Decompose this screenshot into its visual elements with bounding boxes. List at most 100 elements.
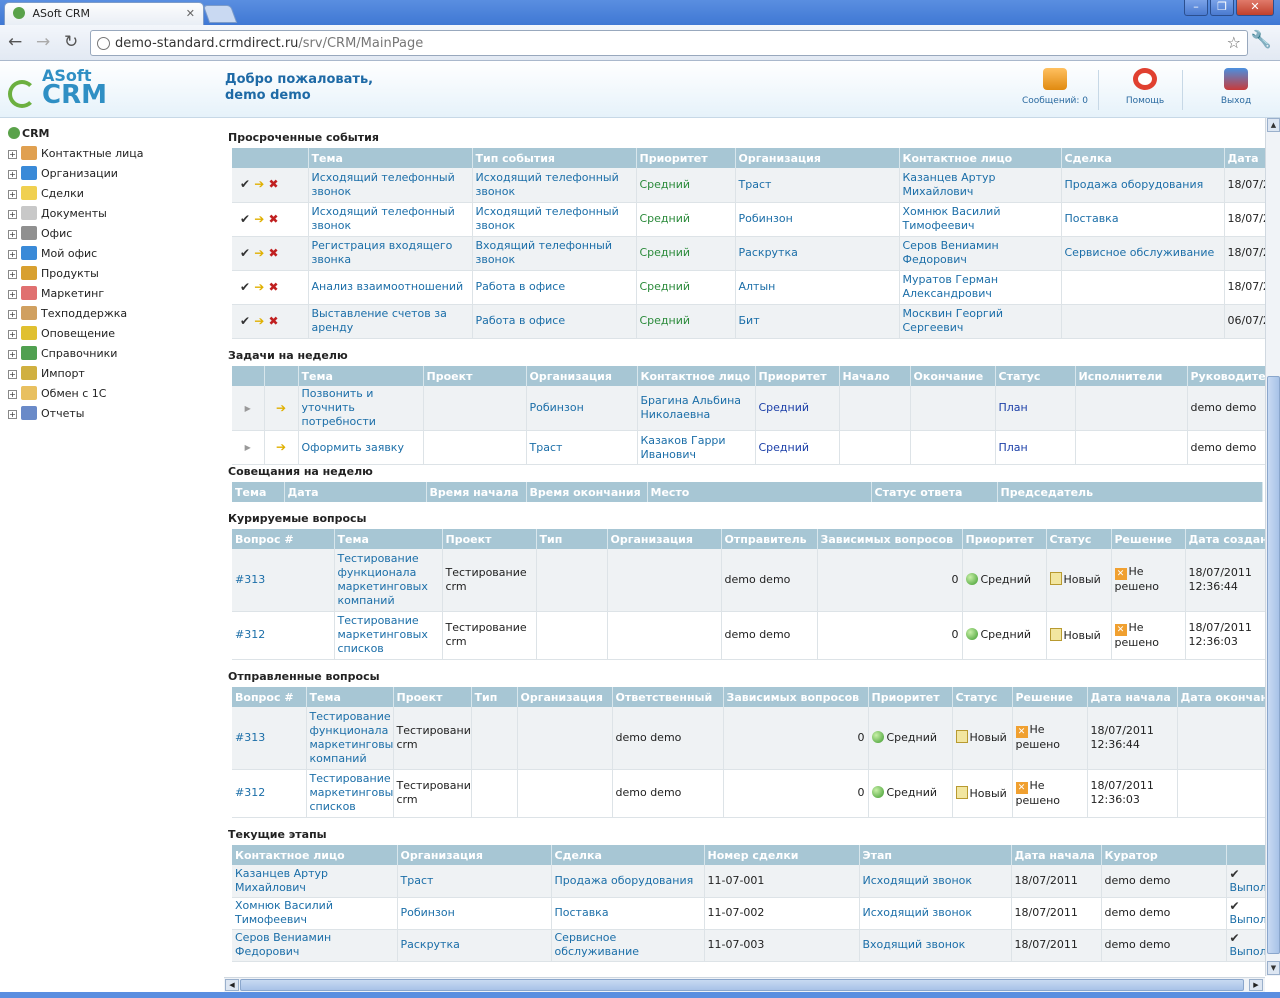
cell[interactable]: Выставление счетов за аренду — [308, 304, 473, 339]
column-header[interactable]: Тема — [334, 529, 443, 549]
column-header[interactable]: Тип события — [472, 148, 637, 168]
cell[interactable]: Средний — [755, 386, 840, 431]
column-header[interactable]: Окончание — [910, 366, 996, 386]
column-header[interactable]: Организация — [735, 148, 900, 168]
column-header[interactable]: Место — [647, 482, 872, 502]
sidebar-item-my-office[interactable]: + Мой офис — [8, 246, 97, 266]
column-header[interactable]: Зависимых вопросов — [817, 529, 963, 549]
column-header[interactable]: Решение — [1012, 687, 1088, 707]
complete-link[interactable]: Выпол — [1229, 945, 1266, 958]
column-header[interactable]: Статус ответа — [871, 482, 998, 502]
column-header[interactable]: Тема — [232, 482, 285, 502]
column-header[interactable]: Сделка — [1061, 148, 1225, 168]
cell[interactable]: Тестирование функционала маркетинговых к… — [334, 549, 443, 612]
column-header[interactable]: Приоритет — [868, 687, 953, 707]
cell[interactable]: План — [995, 386, 1076, 431]
cell[interactable]: Работа в офисе — [472, 270, 637, 305]
expand-icon[interactable]: + — [8, 350, 17, 359]
delete-icon[interactable]: ✖ — [268, 177, 279, 192]
cell[interactable]: Серов Вениамин Федорович — [232, 929, 398, 962]
new-tab-button[interactable] — [202, 5, 238, 23]
exit-button[interactable]: Выход — [1210, 68, 1262, 106]
column-header[interactable]: Дата создани — [1185, 529, 1265, 549]
sidebar-item-exchange-1c[interactable]: + Обмен с 1С — [8, 386, 106, 406]
expand-icon[interactable]: + — [8, 370, 17, 379]
column-header[interactable]: Отправитель — [721, 529, 818, 549]
forward-arrow-icon[interactable]: ➔ — [250, 279, 269, 294]
cell[interactable]: Работа в офисе — [472, 304, 637, 339]
sidebar-item-support[interactable]: + Техподдержка — [8, 306, 127, 326]
cell[interactable] — [1061, 304, 1225, 339]
vertical-scroll-thumb[interactable] — [1267, 376, 1280, 954]
sidebar-item-marketing[interactable]: + Маркетинг — [8, 286, 104, 306]
tree-root-crm[interactable]: CRM — [8, 127, 50, 140]
cell[interactable]: Серов Вениамин Федорович — [899, 236, 1062, 271]
column-header[interactable]: Организация — [517, 687, 613, 707]
column-header[interactable]: Контактное лицо — [899, 148, 1062, 168]
column-header[interactable]: Номер сделки — [704, 845, 860, 865]
cell[interactable]: #313 — [232, 549, 335, 612]
sidebar-item-notification[interactable]: + Оповещение — [8, 326, 115, 346]
cell[interactable]: #312 — [232, 769, 307, 818]
cell[interactable]: Регистрация входящего звонка — [308, 236, 473, 271]
cell[interactable]: Тестирование маркетинговых списков — [334, 611, 443, 660]
cell[interactable]: Казаков Гарри Иванович — [637, 430, 756, 465]
cell[interactable]: Поставка — [1061, 202, 1225, 237]
expand-icon[interactable]: + — [8, 190, 17, 199]
column-header[interactable]: Проект — [393, 687, 472, 707]
column-header[interactable]: Статус — [1046, 529, 1112, 549]
expand-icon[interactable]: + — [8, 310, 17, 319]
column-header[interactable]: Дата окончани — [1177, 687, 1265, 707]
column-header[interactable]: Тема — [308, 148, 473, 168]
expand-icon[interactable]: + — [8, 170, 17, 179]
browser-tab[interactable]: ASoft CRM ✕ — [4, 2, 204, 25]
cell[interactable]: План — [995, 430, 1076, 465]
column-header[interactable]: Статус — [995, 366, 1076, 386]
cell[interactable]: Исходящий телефонный звонок — [472, 202, 637, 237]
forward-icon[interactable]: → — [36, 32, 51, 52]
reload-icon[interactable]: ↻ — [64, 32, 79, 52]
cell[interactable]: Бит — [735, 304, 900, 339]
expand-icon[interactable]: + — [8, 230, 17, 239]
checkmark-icon[interactable]: ✔ — [1229, 866, 1240, 881]
column-header[interactable]: Проект — [423, 366, 527, 386]
column-header[interactable]: Исполнители — [1075, 366, 1188, 386]
column-header[interactable]: Организация — [526, 366, 638, 386]
horizontal-scrollbar[interactable]: ◀ ▶ — [224, 977, 1265, 992]
cell[interactable]: Исходящий телефонный звонок — [308, 168, 473, 203]
expand-icon[interactable]: + — [8, 410, 17, 419]
column-header[interactable]: Тема — [298, 366, 424, 386]
vertical-scrollbar[interactable]: ▲ ▼ — [1265, 118, 1280, 976]
cell[interactable]: Исходящий телефонный звонок — [308, 202, 473, 237]
cell[interactable]: #312 — [232, 611, 335, 660]
cell[interactable]: Тестирование функционала маркетинговых к… — [306, 707, 394, 770]
cell[interactable]: Средний — [755, 430, 840, 465]
cell[interactable]: Исходящий звонок — [859, 897, 1012, 930]
cell[interactable]: Хомнюк Василий Тимофеевич — [899, 202, 1062, 237]
cell[interactable]: Муратов Герман Александрович — [899, 270, 1062, 305]
cell[interactable]: Сервисное обслуживание — [551, 929, 705, 962]
scroll-up-icon[interactable]: ▲ — [1267, 118, 1280, 132]
column-header[interactable]: Время окончания — [526, 482, 648, 502]
horizontal-scroll-thumb[interactable] — [240, 979, 1244, 991]
sidebar-item-directories[interactable]: + Справочники — [8, 346, 117, 366]
delete-icon[interactable]: ✖ — [268, 279, 279, 294]
scroll-down-icon[interactable]: ▼ — [1267, 961, 1280, 975]
delete-icon[interactable]: ✖ — [268, 245, 279, 260]
expand-icon[interactable]: + — [8, 330, 17, 339]
messages-button[interactable]: Сообщений: 0 — [1020, 68, 1090, 106]
expand-icon[interactable]: + — [8, 250, 17, 259]
column-header[interactable]: Тип — [536, 529, 608, 549]
cell[interactable]: Хомнюк Василий Тимофеевич — [232, 897, 398, 930]
cell[interactable] — [1061, 270, 1225, 305]
close-window-icon[interactable]: ✕ — [1236, 0, 1274, 16]
cell[interactable]: Исходящий телефонный звонок — [472, 168, 637, 203]
forward-arrow-icon[interactable]: ➔ — [250, 211, 269, 226]
complete-link[interactable]: Выпол — [1229, 913, 1266, 926]
cell[interactable]: Москвин Георгий Сергеевич — [899, 304, 1062, 339]
column-header[interactable]: Начало — [839, 366, 911, 386]
column-header[interactable]: Организация — [397, 845, 552, 865]
column-header[interactable]: Дата — [284, 482, 427, 502]
column-header[interactable]: Этап — [859, 845, 1012, 865]
wrench-icon[interactable]: 🔧 — [1250, 30, 1272, 50]
